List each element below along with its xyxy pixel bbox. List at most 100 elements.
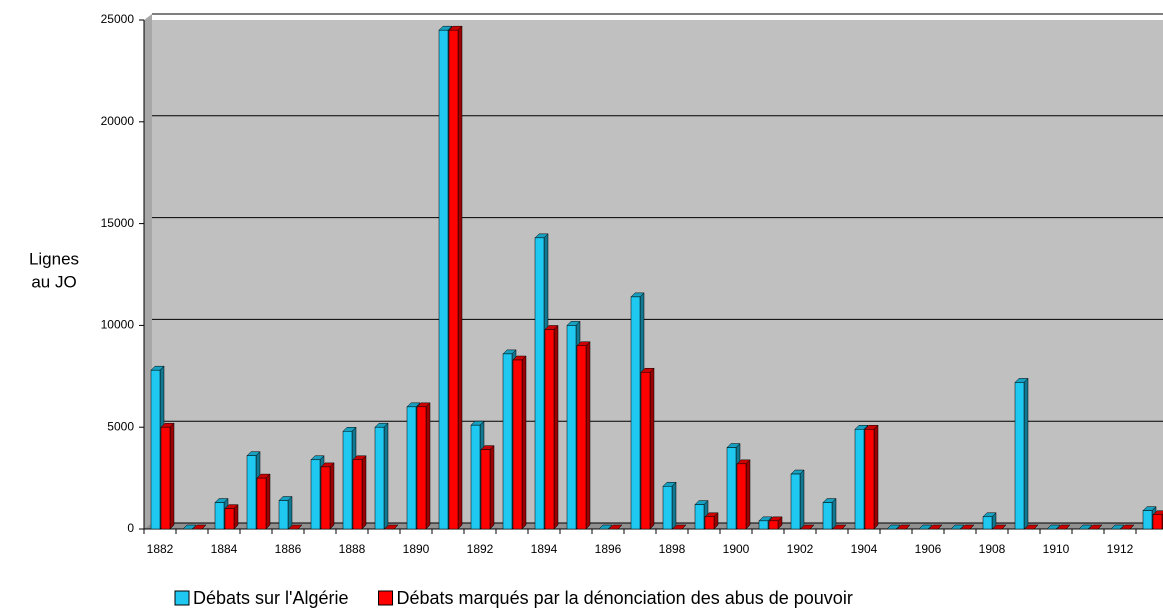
y-tick-label: 10000	[101, 318, 135, 332]
bar-top	[182, 524, 197, 530]
bar	[278, 500, 289, 530]
bar	[470, 424, 481, 530]
bar	[310, 459, 321, 530]
bar	[822, 502, 833, 530]
bar-top	[992, 524, 1007, 530]
bar	[544, 329, 555, 530]
bar	[736, 463, 747, 530]
bar-top	[950, 524, 965, 530]
x-tick-label: 1888	[339, 542, 366, 556]
legend-swatch	[174, 590, 190, 606]
y-tick-label: 25000	[101, 12, 135, 26]
y-tick-label: 20000	[101, 114, 135, 128]
bar	[662, 485, 673, 530]
bar	[534, 237, 545, 530]
bar	[576, 345, 587, 530]
bar	[640, 371, 651, 530]
bar-top	[800, 524, 815, 530]
bar-top	[1088, 524, 1103, 530]
bar-side	[649, 367, 655, 530]
bar	[566, 325, 577, 530]
bar-side	[265, 473, 271, 530]
bar	[726, 447, 737, 530]
bar	[416, 406, 427, 530]
bar	[704, 516, 715, 530]
bar	[224, 508, 235, 530]
bar-top	[918, 524, 933, 530]
bar-side	[425, 402, 431, 530]
x-tick-label: 1904	[851, 542, 878, 556]
bar	[854, 428, 865, 530]
bar-top	[384, 524, 399, 530]
legend-swatch	[378, 590, 394, 606]
bar-side	[457, 25, 463, 530]
x-tick-label: 1906	[915, 542, 942, 556]
x-tick-label: 1912	[1107, 542, 1134, 556]
bar-side	[383, 422, 389, 530]
bar-side	[671, 481, 677, 530]
bar	[150, 369, 161, 530]
bar	[694, 504, 705, 530]
bar-top	[1046, 524, 1061, 530]
bar	[448, 29, 459, 530]
bar-top	[928, 524, 943, 530]
bar-top	[832, 524, 847, 530]
bar-top	[960, 524, 975, 530]
bar-side	[169, 422, 175, 530]
bar-top	[1120, 524, 1135, 530]
y-tick-label: 15000	[101, 216, 135, 230]
y-tick-label: 0	[127, 521, 134, 535]
x-tick-label: 1894	[531, 542, 558, 556]
bar	[982, 516, 993, 530]
bar-side	[361, 455, 367, 530]
bar	[1142, 510, 1153, 530]
bar	[320, 466, 331, 530]
bar	[512, 359, 523, 530]
bar-top	[1110, 524, 1125, 530]
x-tick-label: 1882	[147, 542, 174, 556]
x-tick-label: 1884	[211, 542, 238, 556]
bar-top	[886, 524, 901, 530]
x-tick-label: 1896	[595, 542, 622, 556]
x-tick-label: 1902	[787, 542, 814, 556]
y-axis-label: au JO	[31, 272, 76, 291]
x-tick-label: 1900	[723, 542, 750, 556]
bar-side	[287, 495, 293, 530]
bar	[406, 406, 417, 530]
x-tick-label: 1908	[979, 542, 1006, 556]
bar-top	[598, 524, 613, 530]
side-wall	[144, 14, 152, 529]
x-tick-label: 1910	[1043, 542, 1070, 556]
bar	[352, 459, 363, 530]
bar-top	[1078, 524, 1093, 530]
y-axis-label: Lignes	[29, 249, 79, 268]
bar-side	[799, 469, 805, 530]
bar-top	[672, 524, 687, 530]
x-tick-label: 1892	[467, 542, 494, 556]
bar-top	[192, 524, 207, 530]
bar	[1014, 382, 1025, 530]
bar-top	[288, 524, 303, 530]
bar	[214, 502, 225, 530]
x-tick-label: 1886	[275, 542, 302, 556]
bar-side	[521, 355, 527, 530]
bar	[438, 29, 449, 530]
y-tick-label: 5000	[107, 419, 134, 433]
bar	[502, 353, 513, 530]
bar	[480, 449, 491, 530]
bar	[630, 296, 641, 530]
bar-side	[585, 341, 591, 530]
bar-top	[896, 524, 911, 530]
bar	[864, 428, 875, 530]
bar	[1152, 514, 1163, 530]
x-tick-label: 1890	[403, 542, 430, 556]
legend-label: Débats sur l'Algérie	[193, 588, 349, 608]
bar-side	[831, 497, 837, 530]
bar	[374, 426, 385, 530]
bar-top	[608, 524, 623, 530]
bar	[246, 455, 257, 530]
bar-side	[745, 459, 751, 530]
bar	[758, 520, 769, 530]
bar-side	[873, 424, 879, 530]
